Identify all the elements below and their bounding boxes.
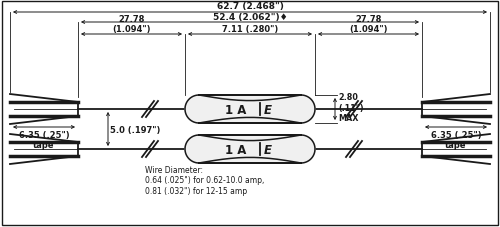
Text: Wire Diameter:
0.64 (.025") for 0.62-10.0 amp,
0.81 (.032") for 12-15 amp: Wire Diameter: 0.64 (.025") for 0.62-10.… <box>145 165 264 195</box>
Text: 52.4 (2.062")♦: 52.4 (2.062")♦ <box>212 13 288 22</box>
Text: E: E <box>264 143 272 156</box>
Text: 1 A: 1 A <box>226 143 246 156</box>
Text: 1 A: 1 A <box>226 103 246 116</box>
Polygon shape <box>185 96 315 123</box>
Text: 7.11 (.280"): 7.11 (.280") <box>222 25 278 34</box>
Text: 27.78
(1.094"): 27.78 (1.094") <box>112 15 151 34</box>
Text: 27.78
(1.094"): 27.78 (1.094") <box>349 15 388 34</box>
Text: 6.35 (.25")
tape: 6.35 (.25") tape <box>18 131 70 150</box>
Polygon shape <box>185 135 315 163</box>
Text: 5.0 (.197"): 5.0 (.197") <box>110 125 160 134</box>
Text: 2.80
(.11")
MAX: 2.80 (.11") MAX <box>338 93 363 122</box>
Text: E: E <box>264 103 272 116</box>
Text: 6.35 (.25")
tape: 6.35 (.25") tape <box>430 131 482 150</box>
Text: 62.7 (2.468"): 62.7 (2.468") <box>216 2 284 11</box>
